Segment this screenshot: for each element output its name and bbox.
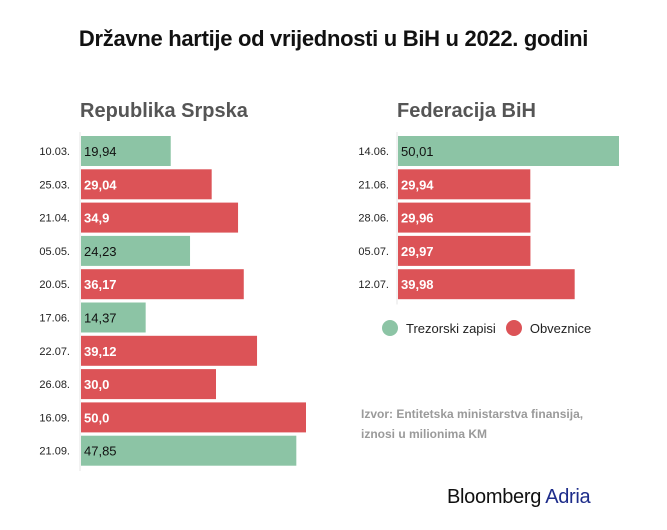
bloomberg-adria-logo: Bloomberg Adria — [447, 486, 591, 509]
category-label: 26.08. — [39, 379, 70, 391]
value-label: 50,01 — [401, 144, 434, 159]
category-label: 17.06. — [39, 313, 70, 325]
value-label: 29,96 — [401, 211, 434, 226]
bar-14-06 — [398, 136, 619, 166]
bar-21-09 — [81, 435, 297, 466]
legend-item-trezorski: Trezorski zapisi — [382, 320, 496, 336]
bar-05-05 — [81, 235, 191, 266]
value-label: 14,37 — [84, 311, 117, 326]
legend-dot-obveznice-icon — [505, 320, 522, 336]
category-label: 14.06. — [358, 146, 389, 158]
value-label: 34,9 — [84, 211, 109, 226]
value-label: 36,17 — [84, 277, 117, 292]
category-label: 20.05. — [39, 279, 70, 291]
category-label: 05.05. — [39, 246, 70, 258]
source-line: Izvor: Entitetska ministarstva finansija… — [361, 407, 584, 421]
logo-part-bloomberg: Bloomberg — [447, 486, 542, 508]
legend-label: Trezorski zapisi — [406, 320, 496, 336]
panel-title-federacija-bih: Federacija BiH — [397, 100, 536, 122]
category-label: 21.09. — [39, 446, 70, 458]
value-label: 29,97 — [401, 244, 434, 259]
legend-label: Obveznice — [529, 320, 592, 336]
bar-26-08 — [81, 369, 216, 400]
bar-22-07 — [81, 335, 258, 366]
legend-dot-trezorski-icon — [382, 320, 398, 336]
legend-item-obveznice: Obveznice — [505, 320, 592, 336]
bar-10-03 — [81, 136, 171, 166]
value-label: 39,12 — [84, 344, 117, 359]
category-label: 22.07. — [39, 346, 70, 358]
bar-17-06 — [81, 302, 146, 333]
category-label: 21.06. — [358, 179, 389, 191]
bar-12-07 — [398, 269, 575, 300]
category-label: 16.09. — [39, 412, 70, 424]
category-label: 21.04. — [39, 213, 70, 225]
bar-28-06 — [398, 202, 531, 233]
category-label: 10.03. — [39, 146, 70, 158]
logo-part-adria: Adria — [545, 486, 591, 508]
value-label: 29,94 — [401, 177, 434, 192]
bar-21-04 — [81, 202, 239, 233]
value-label: 30,0 — [84, 377, 109, 392]
category-label: 25.03. — [39, 179, 70, 191]
value-label: 50,0 — [84, 410, 109, 425]
bar-16-09 — [81, 402, 306, 433]
bar-05-07 — [398, 235, 531, 266]
chart-title: Državne hartije od vrijednosti u BiH u 2… — [78, 26, 589, 51]
source-line: iznosi u milionima KM — [361, 427, 488, 441]
category-label: 05.07. — [358, 246, 389, 258]
value-label: 29,04 — [84, 177, 117, 192]
bar-21-06 — [398, 169, 531, 200]
value-label: 19,94 — [84, 144, 117, 159]
source-note: Izvor: Entitetska ministarstva finansija… — [361, 404, 583, 444]
bar-25-03 — [81, 169, 212, 200]
bar-20-05 — [81, 269, 244, 300]
legend: Trezorski zapisi Obveznice — [382, 320, 601, 336]
value-label: 24,23 — [84, 244, 117, 259]
value-label: 47,85 — [84, 444, 117, 459]
category-label: 28.06. — [358, 213, 389, 225]
value-label: 39,98 — [401, 277, 434, 292]
category-label: 12.07. — [358, 279, 389, 291]
panel-title-republika-srpska: Republika Srpska — [80, 100, 248, 122]
